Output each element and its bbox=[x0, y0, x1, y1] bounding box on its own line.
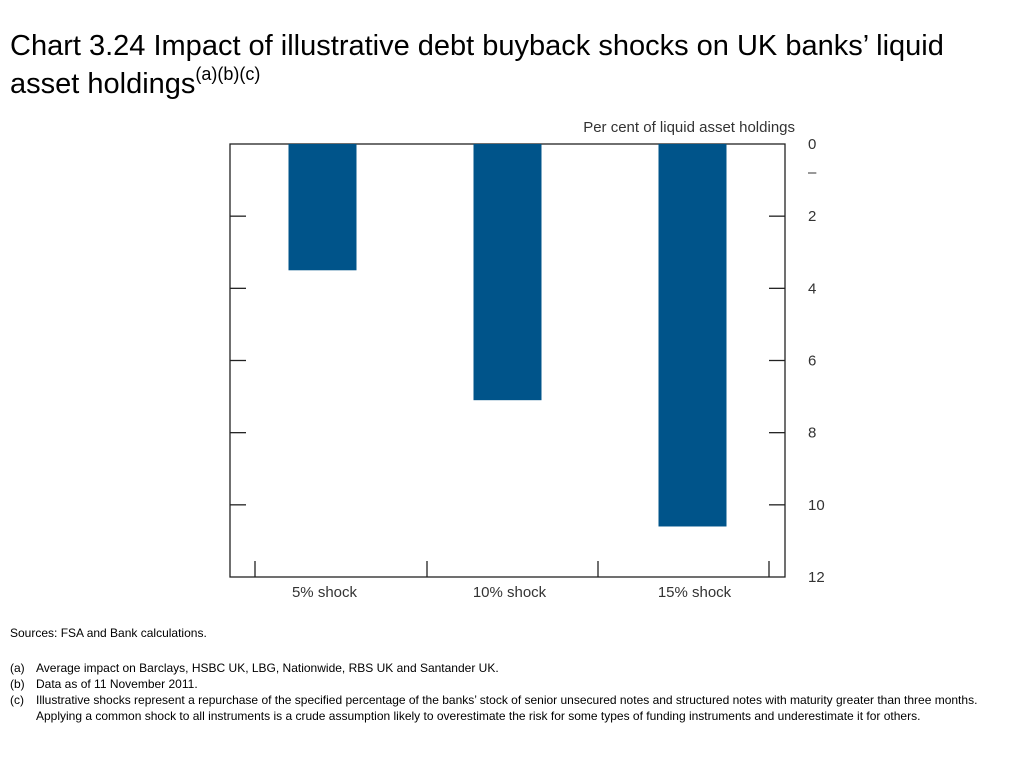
chart-title-text: Chart 3.24 Impact of illustrative debt b… bbox=[10, 30, 944, 101]
y-axis-label: Per cent of liquid asset holdings bbox=[583, 119, 795, 136]
y-tick-label: 0 bbox=[808, 136, 816, 153]
footnote-a: (a) Average impact on Barclays, HSBC UK, … bbox=[10, 660, 1010, 676]
chart-title-footnote-marks: (a)(b)(c) bbox=[195, 64, 261, 85]
footnote-text: Data as of 11 November 2011. bbox=[36, 677, 198, 691]
chart-title: Chart 3.24 Impact of illustrative debt b… bbox=[10, 27, 1010, 103]
footnote-mark: (b) bbox=[10, 677, 25, 691]
bar-5-shock bbox=[288, 144, 357, 271]
footnote-b: (b) Data as of 11 November 2011. bbox=[10, 676, 1010, 692]
footnote-text: Average impact on Barclays, HSBC UK, LBG… bbox=[36, 661, 499, 675]
y-tick-label: 12 bbox=[808, 569, 825, 586]
footnote-text: Illustrative shocks represent a repurcha… bbox=[36, 693, 978, 723]
footnote-mark: (a) bbox=[10, 661, 25, 675]
x-axis: 5% shock 10% shock 15% shock bbox=[254, 561, 770, 601]
bar-15-shock bbox=[658, 144, 727, 527]
bar-10-shock bbox=[473, 144, 542, 401]
y-tick-label: 6 bbox=[808, 353, 816, 370]
y-tick-label: 2 bbox=[808, 208, 816, 225]
sources-note: Sources: FSA and Bank calculations. bbox=[10, 626, 207, 640]
footnotes: (a) Average impact on Barclays, HSBC UK, … bbox=[10, 660, 1010, 724]
x-tick-label: 10% shock bbox=[473, 584, 547, 601]
y-zero-marker: – bbox=[808, 164, 817, 181]
footnote-c: (c) Illustrative shocks represent a repur… bbox=[10, 692, 1010, 724]
bars bbox=[288, 144, 727, 527]
y-axis: 0 2 4 6 8 10 12 – bbox=[230, 136, 825, 586]
y-tick-label: 8 bbox=[808, 425, 816, 442]
bar-chart: 0 2 4 6 8 10 12 – 5% shock 10% shock 15% shock Pe… bbox=[229, 119, 825, 601]
y-tick-label: 4 bbox=[808, 280, 816, 297]
y-tick-label: 10 bbox=[808, 497, 825, 514]
footnote-mark: (c) bbox=[10, 693, 24, 707]
x-tick-label: 5% shock bbox=[292, 584, 358, 601]
x-tick-label: 15% shock bbox=[658, 584, 732, 601]
